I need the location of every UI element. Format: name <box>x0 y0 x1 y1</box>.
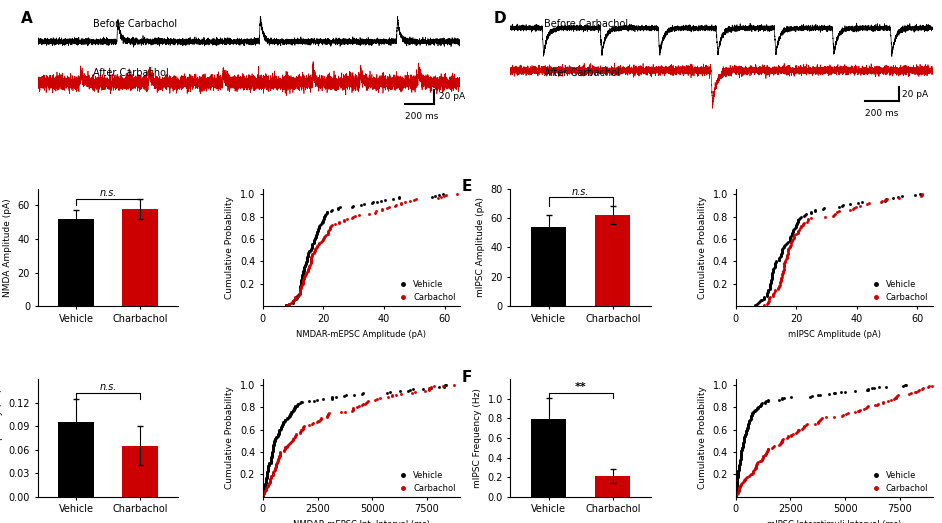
Bar <box>58 219 93 306</box>
Text: D: D <box>494 10 506 26</box>
Y-axis label: Cumulative Probability: Cumulative Probability <box>698 386 707 490</box>
Text: n.s.: n.s. <box>99 382 117 392</box>
Legend: Vehicle, Carbachol: Vehicle, Carbachol <box>868 471 929 493</box>
X-axis label: NMDAR-mEPSC Int. Interval (ms): NMDAR-mEPSC Int. Interval (ms) <box>293 520 430 523</box>
Y-axis label: Cumulative Probability: Cumulative Probability <box>225 196 235 299</box>
Bar <box>595 215 630 306</box>
Bar <box>122 209 157 306</box>
Text: n.s.: n.s. <box>99 188 117 198</box>
Text: F: F <box>462 370 472 384</box>
Bar <box>58 422 93 497</box>
Y-axis label: mIPSC Amplitude (pA): mIPSC Amplitude (pA) <box>476 198 485 298</box>
Legend: Vehicle, Carbachol: Vehicle, Carbachol <box>395 280 456 302</box>
Y-axis label: NMDA Frequency (Hz): NMDA Frequency (Hz) <box>0 389 3 487</box>
X-axis label: NMDAR-mEPSC Amplitude (pA): NMDAR-mEPSC Amplitude (pA) <box>297 329 427 338</box>
Bar <box>595 476 630 497</box>
Text: A: A <box>21 10 33 26</box>
Bar <box>531 419 566 497</box>
Text: **: ** <box>575 382 587 392</box>
Y-axis label: Cumulative Probability: Cumulative Probability <box>698 196 707 299</box>
Text: 200 ms: 200 ms <box>865 109 899 118</box>
Bar <box>122 446 157 497</box>
X-axis label: mIPSC Amplitude (pA): mIPSC Amplitude (pA) <box>788 329 881 338</box>
X-axis label: mIPSC Interstimuli Interval (ms): mIPSC Interstimuli Interval (ms) <box>767 520 901 523</box>
Text: E: E <box>462 179 472 194</box>
Text: 200 ms: 200 ms <box>405 112 438 121</box>
Legend: Vehicle, Carbachol: Vehicle, Carbachol <box>395 471 456 493</box>
Y-axis label: NMDA Amplitude (pA): NMDA Amplitude (pA) <box>3 198 12 297</box>
Text: Before Carbachol: Before Carbachol <box>544 19 628 29</box>
Y-axis label: mIPSC Frequency (Hz): mIPSC Frequency (Hz) <box>473 388 482 488</box>
Y-axis label: Cumulative Probability: Cumulative Probability <box>225 386 235 490</box>
Text: After Carbachol: After Carbachol <box>544 68 620 78</box>
Text: n.s.: n.s. <box>572 187 590 197</box>
Text: 20 pA: 20 pA <box>439 93 464 101</box>
Bar <box>531 227 566 306</box>
Text: 20 pA: 20 pA <box>902 89 928 99</box>
Text: After Carbachol: After Carbachol <box>92 68 169 78</box>
Text: Before Carbachol: Before Carbachol <box>92 19 177 29</box>
Legend: Vehicle, Carbachol: Vehicle, Carbachol <box>868 280 929 302</box>
